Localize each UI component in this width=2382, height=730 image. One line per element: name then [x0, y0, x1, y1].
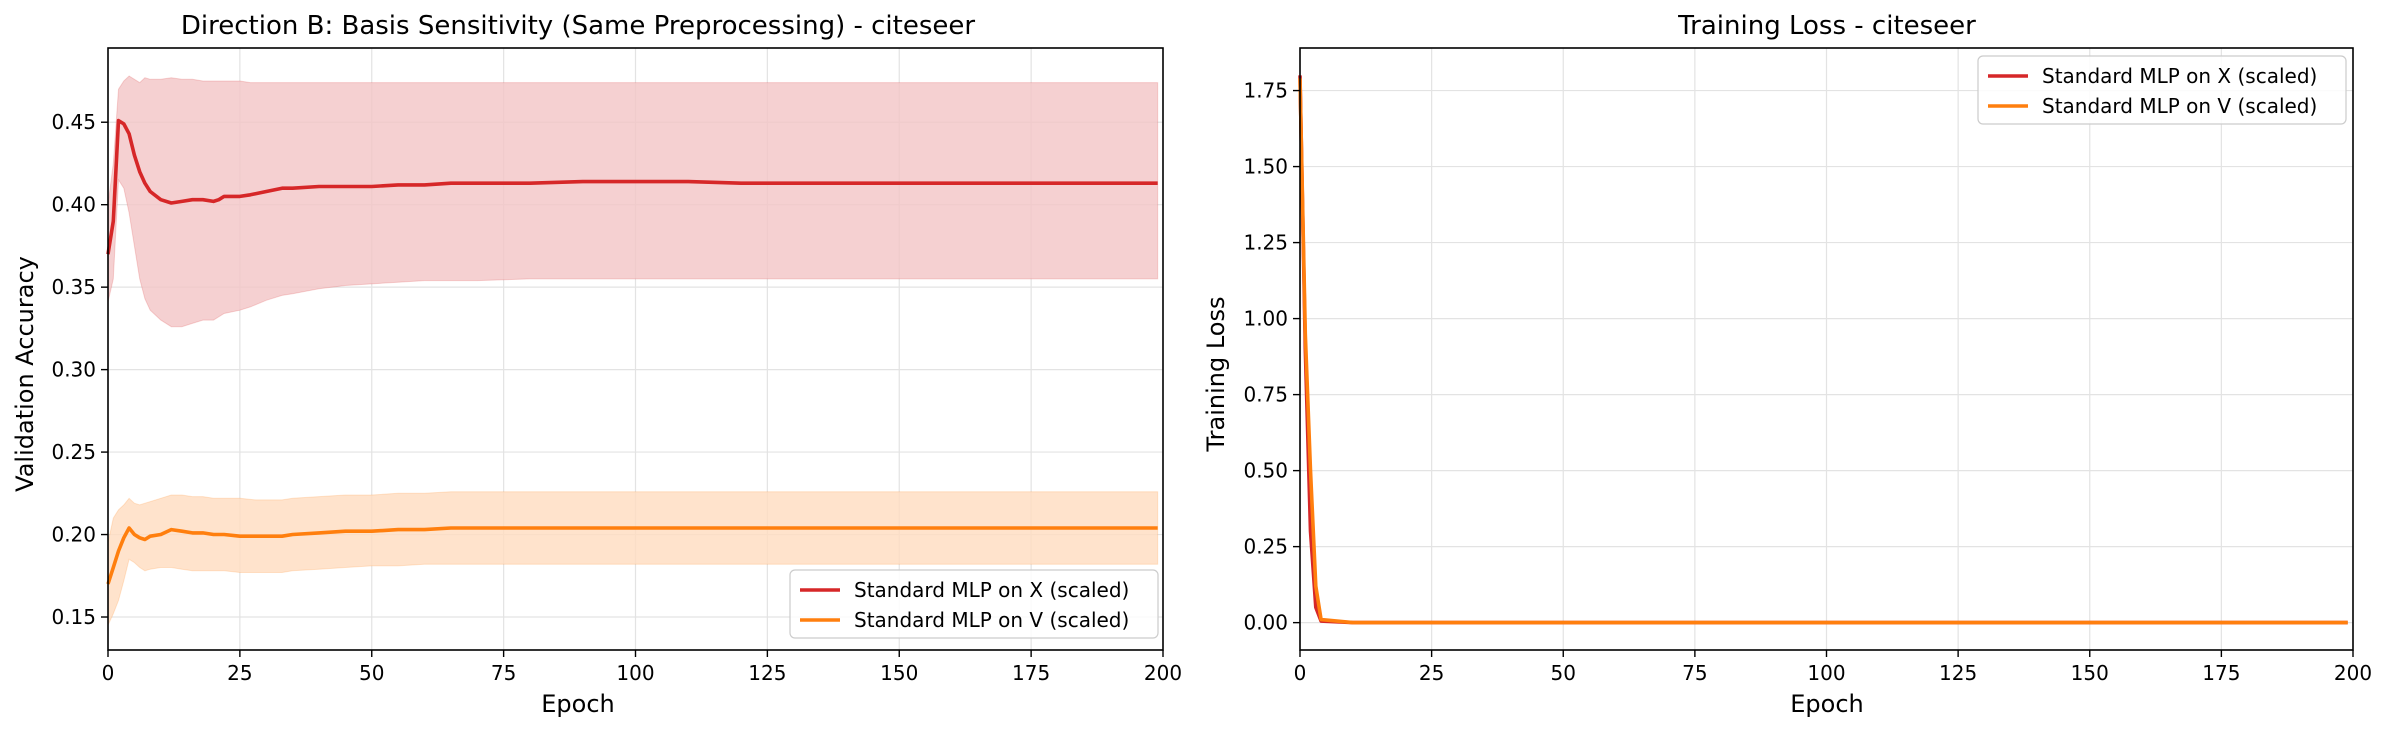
y-tick-label: 0.50 [1243, 459, 1288, 483]
x-tick-label: 50 [359, 661, 384, 685]
y-tick-label: 0.35 [51, 275, 96, 299]
x-tick-label: 175 [2202, 661, 2240, 685]
confidence-bands [107, 75, 1159, 626]
series-line [106, 118, 1158, 255]
x-tick-label: 100 [1807, 661, 1845, 685]
x-tick-label: 200 [2334, 661, 2372, 685]
series-band [107, 75, 1159, 328]
x-tick-label: 125 [1939, 661, 1977, 685]
y-axis-ticks: 0.15 0.20 0.25 0.30 0.35 0.40 0.45 [51, 110, 108, 629]
y-tick-label: 0.75 [1243, 383, 1288, 407]
y-axis-label: Validation Accuracy [11, 256, 39, 492]
y-tick-label: 1.00 [1243, 307, 1288, 331]
legend-label: Standard MLP on V (scaled) [854, 608, 1129, 632]
y-axis-label: Training Loss [1202, 297, 1230, 453]
x-axis-label: Epoch [1790, 690, 1864, 718]
legend-label: Standard MLP on X (scaled) [2042, 64, 2317, 88]
x-tick-label: 150 [880, 661, 918, 685]
y-tick-label: 0.30 [51, 358, 96, 382]
y-tick-label: 0.25 [51, 440, 96, 464]
legend: Standard MLP on X (scaled) Standard MLP o… [789, 569, 1159, 639]
series-band [107, 491, 1159, 626]
x-tick-label: 25 [227, 661, 252, 685]
x-tick-label: 75 [491, 661, 516, 685]
x-axis-ticks: 0 25 50 75 100 125 150 175 200 [1294, 650, 2372, 685]
x-tick-label: 0 [102, 661, 115, 685]
y-tick-label: 1.25 [1243, 231, 1288, 255]
x-axis-ticks: 0 25 50 75 100 125 150 175 200 [102, 650, 1182, 685]
y-axis-ticks: 0.00 0.25 0.50 0.75 1.00 1.25 1.50 1.75 [1243, 79, 1300, 635]
chart-title: Training Loss - citeseer [1677, 11, 1976, 41]
series-line [1298, 78, 2348, 625]
legend-box [789, 569, 1159, 639]
legend-label: Standard MLP on X (scaled) [854, 578, 1129, 602]
y-tick-label: 0.25 [1243, 535, 1288, 559]
y-tick-label: 1.75 [1243, 79, 1288, 103]
x-tick-label: 75 [1682, 661, 1707, 685]
y-tick-label: 0.15 [51, 605, 96, 629]
y-tick-label: 1.50 [1243, 155, 1288, 179]
validation-accuracy-chart: Direction B: Basis Sensitivity (Same Pre… [11, 11, 1182, 718]
series-line [106, 526, 1158, 585]
x-tick-label: 100 [616, 661, 654, 685]
training-loss-chart: Training Loss - citeseer 0 25 50 75 100 125 15… [1202, 11, 2372, 718]
x-tick-label: 125 [748, 661, 786, 685]
x-tick-label: 175 [1012, 661, 1050, 685]
legend-label: Standard MLP on V (scaled) [2042, 94, 2317, 118]
x-tick-label: 50 [1551, 661, 1576, 685]
y-tick-label: 0.40 [51, 193, 96, 217]
x-tick-label: 0 [1294, 661, 1307, 685]
x-tick-label: 25 [1419, 661, 1444, 685]
legend: Standard MLP on X (scaled) Standard MLP o… [1977, 55, 2347, 125]
x-tick-label: 150 [2071, 661, 2109, 685]
y-tick-label: 0.20 [51, 523, 96, 547]
y-tick-label: 0.00 [1243, 611, 1288, 635]
x-tick-label: 200 [1144, 661, 1182, 685]
series-lines [1298, 75, 2348, 625]
y-tick-label: 0.45 [51, 110, 96, 134]
series-lines [106, 118, 1158, 585]
chart-title: Direction B: Basis Sensitivity (Same Pre… [181, 11, 975, 41]
legend-box [1977, 55, 2347, 125]
x-axis-label: Epoch [541, 690, 615, 718]
